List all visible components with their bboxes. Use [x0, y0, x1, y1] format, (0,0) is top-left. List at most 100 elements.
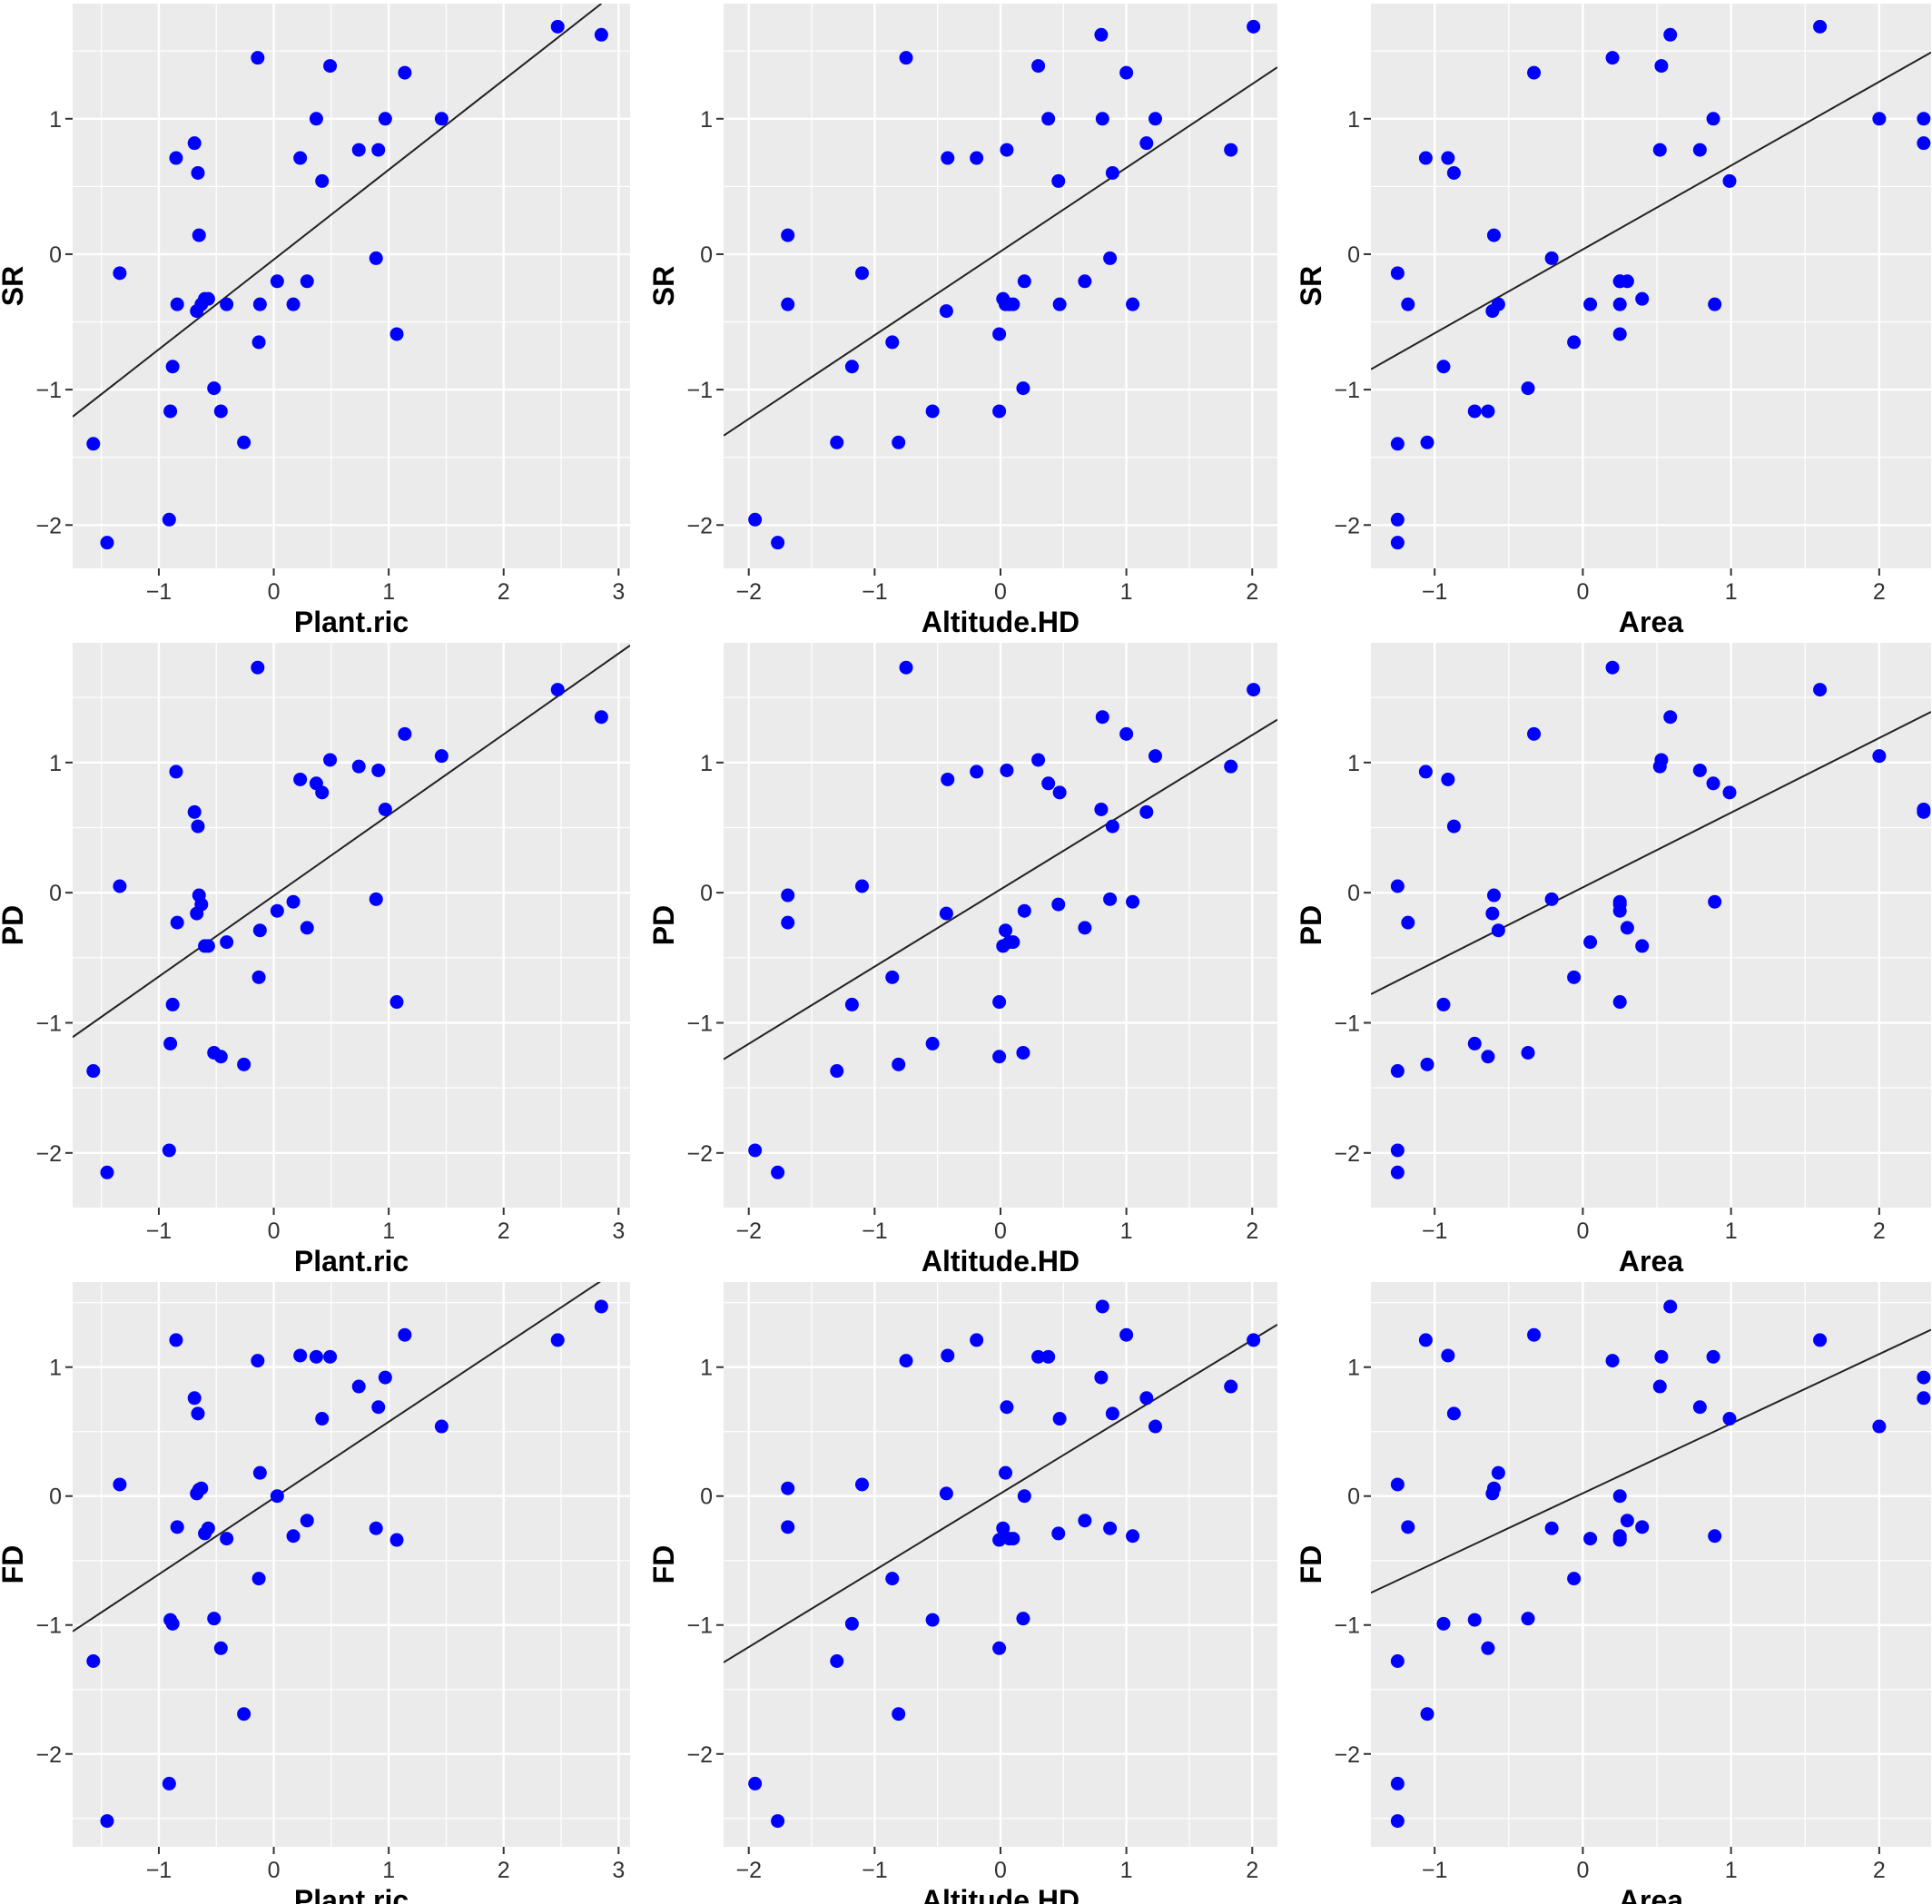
data-point [594, 710, 608, 725]
data-point [1390, 512, 1405, 527]
x-tick-label: 2 [1873, 1858, 1886, 1883]
data-point [992, 1533, 1007, 1547]
data-point [315, 1412, 330, 1426]
y-tick-label: 1 [700, 1356, 713, 1381]
data-point [315, 785, 330, 800]
x-tick-label: 0 [994, 1218, 1007, 1244]
data-point [1441, 1348, 1455, 1363]
data-point [1692, 143, 1707, 157]
data-point [100, 1814, 114, 1829]
data-point [550, 1333, 565, 1347]
y-axis-title: SR [0, 266, 29, 306]
data-point [300, 1514, 314, 1528]
data-point [941, 1348, 955, 1363]
data-point [1441, 772, 1455, 786]
x-tick-label: 2 [1873, 579, 1886, 605]
data-point [1401, 297, 1415, 311]
data-point [323, 753, 338, 767]
data-point [1481, 404, 1495, 419]
x-tick-label: 2 [498, 1858, 510, 1883]
data-point [1467, 404, 1482, 419]
data-point [830, 1064, 844, 1079]
data-point [1420, 1707, 1434, 1721]
data-point [251, 660, 265, 675]
plot-background [1371, 643, 1931, 1208]
data-point [1390, 1814, 1405, 1829]
data-point [165, 1616, 180, 1631]
y-tick-label: −2 [35, 1141, 62, 1167]
y-tick-label: 0 [49, 1485, 62, 1510]
y-tick-label: −1 [35, 1011, 62, 1036]
data-point [855, 879, 869, 893]
data-point [309, 1349, 323, 1364]
y-tick-label: −1 [1334, 1011, 1360, 1036]
y-axis-title: FD [647, 1545, 680, 1584]
data-point [100, 1165, 114, 1179]
data-point [1139, 1391, 1154, 1406]
data-point [192, 228, 206, 242]
data-point [1722, 785, 1737, 800]
data-point [1706, 1349, 1720, 1364]
y-tick-label: 1 [700, 751, 713, 776]
regression-line [724, 66, 1277, 437]
data-point [1418, 151, 1433, 165]
x-tick-label: 0 [1576, 579, 1589, 605]
data-point [1103, 251, 1118, 265]
data-point [1722, 1412, 1737, 1426]
y-tick-label: 1 [1347, 107, 1360, 133]
data-point [1446, 165, 1461, 180]
x-tick-label: 0 [268, 579, 281, 605]
y-tick-label: 1 [700, 107, 713, 133]
data-point [925, 1036, 940, 1051]
x-axis-title: Altitude.HD [922, 1884, 1079, 1904]
data-point [844, 1616, 859, 1631]
x-tick-label: −1 [862, 579, 888, 605]
data-point [1708, 894, 1722, 909]
data-point [855, 1477, 869, 1492]
data-point [207, 381, 222, 396]
data-point [378, 802, 392, 816]
regression-line [724, 1324, 1277, 1663]
data-point [213, 1641, 228, 1655]
data-point [1016, 1045, 1030, 1060]
data-point [1016, 381, 1030, 396]
data-point [1612, 894, 1627, 909]
x-tick-label: 1 [1120, 1858, 1133, 1883]
data-point [771, 536, 785, 550]
x-tick-label: −2 [735, 1858, 762, 1883]
data-point [86, 1654, 101, 1669]
data-point [781, 297, 795, 311]
data-point [1031, 753, 1046, 767]
data-point [1095, 1299, 1109, 1314]
data-point [1247, 19, 1261, 34]
x-tick-label: 2 [1246, 1858, 1258, 1883]
data-point [378, 112, 392, 126]
data-point [892, 1707, 906, 1721]
data-point [594, 27, 608, 42]
data-point [113, 879, 127, 893]
data-point [844, 360, 859, 374]
data-point [1041, 776, 1056, 791]
data-point [1148, 1419, 1163, 1434]
data-point [1051, 173, 1066, 188]
x-tick-label: 2 [1873, 1218, 1886, 1244]
data-point [270, 1489, 284, 1504]
x-tick-label: 1 [1120, 579, 1133, 605]
data-point [1583, 935, 1598, 950]
data-point [1527, 65, 1542, 80]
data-point [1031, 59, 1046, 74]
data-point [1620, 274, 1634, 289]
y-axis-title: PD [1295, 905, 1327, 945]
data-point [1017, 903, 1031, 918]
data-point [1663, 710, 1678, 725]
data-point [1652, 143, 1667, 157]
data-point [781, 228, 795, 242]
data-point [550, 19, 565, 34]
data-point [1481, 1641, 1495, 1655]
data-point [1635, 939, 1650, 953]
data-point [1094, 1370, 1109, 1385]
data-point [1390, 1477, 1405, 1492]
data-point [1390, 879, 1405, 893]
